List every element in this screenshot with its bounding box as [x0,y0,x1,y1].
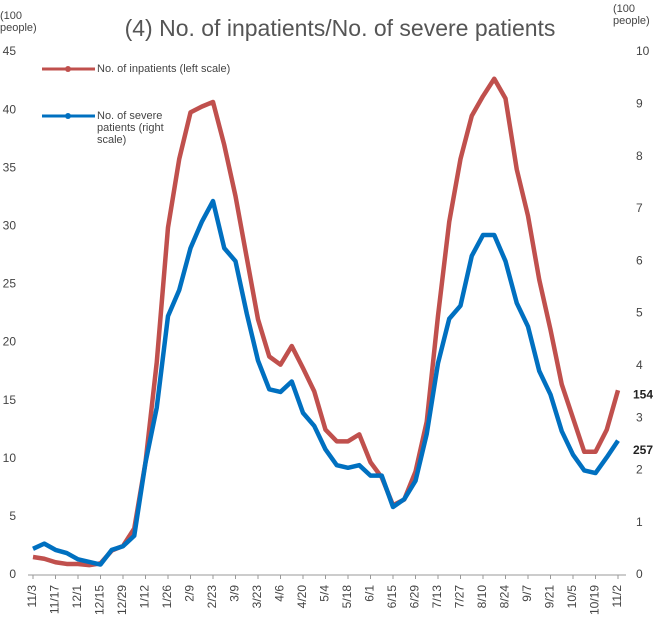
x-tick-label: 2/23 [205,585,219,609]
x-tick-label: 11/3 [25,585,39,608]
x-tick-label: 8/24 [498,585,512,609]
y2-tick-label: 6 [636,253,643,267]
x-tick-label: 5/4 [318,585,332,602]
y2-tick-label: 9 [636,96,643,110]
legend-label: No. of inpatients (left scale) [97,63,231,75]
y-tick-label: 15 [3,393,17,407]
y-axis-label: (100 people) [0,10,37,34]
x-tick-label: 7/13 [430,585,444,609]
y-tick-label: 25 [3,277,17,291]
x-tick-label: 11/17 [48,585,62,614]
y2-axis-label: (100 people) [613,3,650,27]
legend-swatch-dot [65,113,71,119]
x-tick-label: 10/5 [565,585,579,609]
x-tick-label: 4/6 [273,585,287,602]
x-tick-label: 9/7 [520,585,534,602]
x-tick-label: 3/23 [250,585,264,609]
y-tick-label: 0 [9,567,16,581]
x-tick-label: 1/12 [138,585,152,609]
y2-tick-label: 3 [636,410,643,424]
legend-label: No. of severe patients (right scale) [97,110,164,146]
x-tick-label: 7/27 [453,585,467,609]
x-tick-label: 2/9 [183,585,197,602]
y-tick-label: 10 [3,451,17,465]
x-tick-label: 4/20 [295,585,309,609]
x-tick-label: 3/9 [228,585,242,602]
x-tick-label: 11/2 [610,585,624,608]
y2-tick-label: 10 [636,44,650,58]
x-tick-label: 1/26 [160,585,174,609]
y2-tick-label: 0 [636,567,643,581]
y-tick-label: 5 [9,509,16,523]
x-tick-label: 6/15 [385,585,399,609]
y-tick-label: 45 [3,44,17,58]
y2-tick-label: 2 [636,463,643,477]
y2-tick-label: 5 [636,306,643,320]
y2-tick-label: 1 [636,515,643,529]
x-tick-label: 8/10 [475,585,489,609]
annotation: 154 [633,387,653,401]
series-line [32,76,621,568]
annotation: 257 [633,443,653,457]
x-tick-label: 10/19 [588,585,602,615]
y-tick-label: 20 [3,335,17,349]
y2-tick-label: 8 [636,149,643,163]
x-tick-label: 12/1 [70,585,84,609]
y2-tick-label: 7 [636,201,643,215]
y2-tick-label: 4 [636,358,643,372]
y-tick-label: 40 [3,102,17,116]
x-tick-label: 12/15 [93,585,107,615]
x-tick-label: 9/21 [543,585,557,609]
x-tick-label: 5/18 [340,585,354,609]
legend-swatch-dot [65,66,71,72]
y-tick-label: 35 [3,160,17,174]
x-tick-label: 6/1 [363,585,377,602]
x-tick-label: 12/29 [115,585,129,615]
y-tick-label: 30 [3,219,17,233]
x-tick-label: 6/29 [408,585,422,609]
chart-title: (4) No. of inpatients/No. of severe pati… [125,15,556,41]
series-line [32,198,620,567]
